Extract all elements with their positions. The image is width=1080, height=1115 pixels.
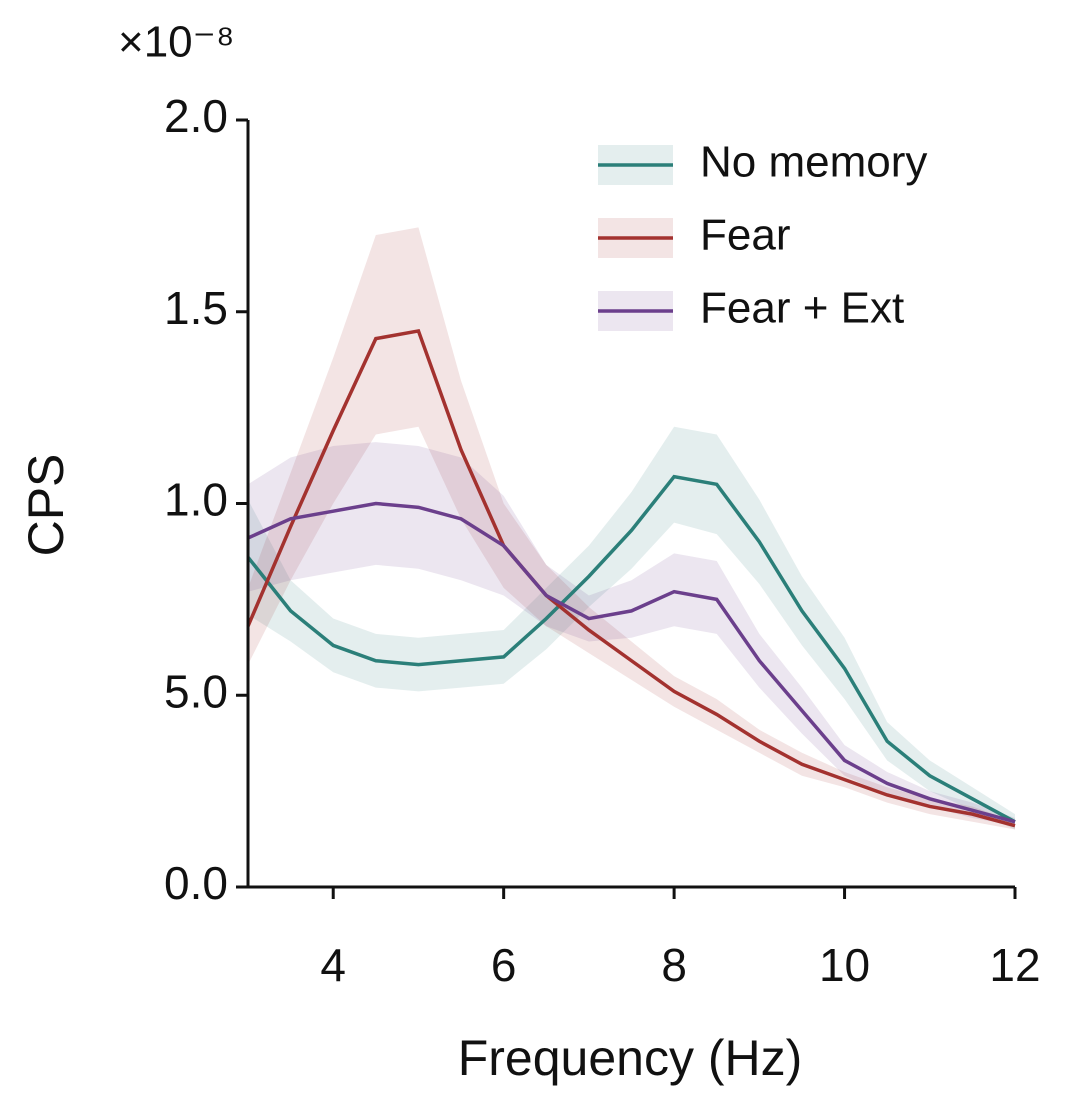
x-tick-label: 4 <box>320 939 346 991</box>
y-tick-label: 2.0 <box>164 90 228 142</box>
y-axis-label: CPS <box>18 454 74 557</box>
y-tick-label: 5.0 <box>164 665 228 717</box>
legend-label: Fear + Ext <box>700 284 904 333</box>
y-tick-label: 0.0 <box>164 857 228 909</box>
error-band <box>248 227 1015 830</box>
x-tick-label: 8 <box>661 939 687 991</box>
x-tick-label: 10 <box>819 939 870 991</box>
y-tick-label: 1.5 <box>164 282 228 334</box>
error-band <box>248 442 1015 826</box>
line <box>247 501 1016 824</box>
x-axis-label: Frequency (Hz) <box>458 1030 803 1086</box>
y-multiplier: ×10⁻⁸ <box>118 18 234 67</box>
legend-label: Fear <box>700 211 790 260</box>
line <box>246 328 1016 828</box>
error-band <box>248 426 1015 830</box>
legend-label: No memory <box>700 138 927 187</box>
x-tick-label: 6 <box>491 939 517 991</box>
y-tick-label: 1.0 <box>164 474 228 526</box>
x-tick-label: 12 <box>989 939 1040 991</box>
line <box>246 474 1016 824</box>
